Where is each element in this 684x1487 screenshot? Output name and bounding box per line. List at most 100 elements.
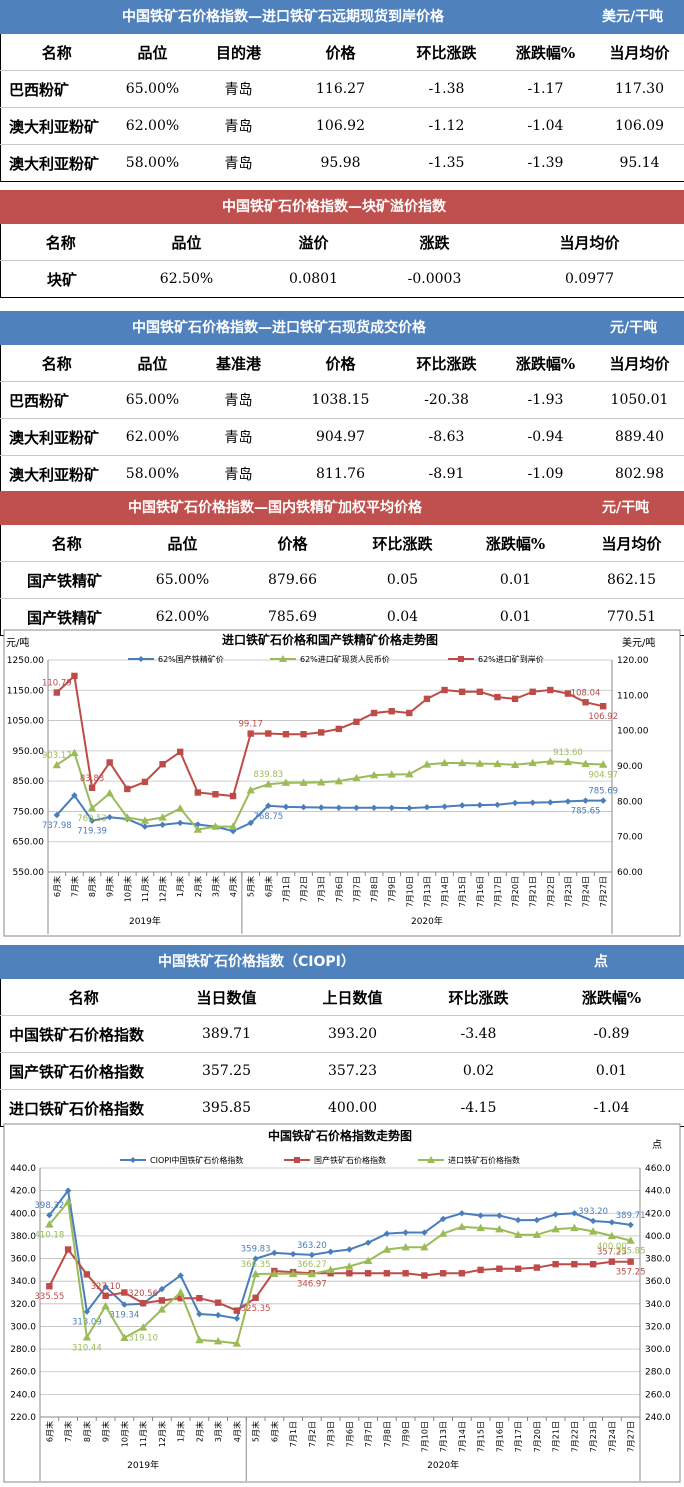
data-point bbox=[281, 778, 291, 786]
data-point bbox=[106, 759, 113, 766]
y-tick-left: 420.0 bbox=[10, 1187, 36, 1197]
data-point bbox=[529, 688, 536, 695]
data-point bbox=[138, 1323, 148, 1331]
header-cell: 环比涨跌 bbox=[396, 345, 497, 382]
data-point bbox=[405, 769, 414, 778]
y-tick-left: 1150.00 bbox=[7, 686, 44, 696]
cell: -1.17 bbox=[496, 70, 595, 108]
cell: 青岛 bbox=[192, 381, 285, 419]
header-cell: 名称 bbox=[0, 34, 113, 71]
y-tick-right: 260.0 bbox=[645, 1390, 671, 1400]
x-tick-label: 6月末 bbox=[44, 1421, 54, 1442]
table-header-row: 名称 品位 基准港 价格 环比涨跌 涨跌幅% 当月均价 bbox=[0, 345, 684, 382]
y-tick-right: 460.0 bbox=[645, 1164, 671, 1174]
data-label: 768.75 bbox=[253, 812, 283, 822]
data-point bbox=[475, 759, 485, 767]
data-label: 310.44 bbox=[72, 1343, 102, 1353]
cell: 0.02 bbox=[418, 1052, 539, 1090]
data-point bbox=[346, 1246, 353, 1253]
data-point bbox=[547, 686, 554, 694]
data-point bbox=[139, 1299, 147, 1307]
x-tick-label: 7月16日 bbox=[476, 876, 485, 907]
x-tick-label: 7月21日 bbox=[529, 876, 538, 907]
data-point bbox=[513, 1230, 523, 1238]
x-tick-label: 7月24日 bbox=[608, 1421, 617, 1452]
cell: 65.00% bbox=[112, 381, 193, 419]
cell: 0.0977 bbox=[494, 260, 684, 298]
y-tick-left: 400.0 bbox=[10, 1209, 36, 1219]
header-cell: 当月均价 bbox=[494, 224, 684, 261]
data-label: 410.18 bbox=[35, 1230, 65, 1240]
x-tick-label: 12月末 bbox=[157, 1421, 167, 1447]
table-row: 巴西粉矿 65.00% 青岛 1038.15 -20.38 -1.93 1050… bbox=[0, 381, 684, 419]
data-point bbox=[317, 729, 325, 736]
x-tick-label: 4月末 bbox=[232, 1421, 242, 1442]
y-tick-left: 260.0 bbox=[10, 1368, 36, 1378]
x-tick-label: 7月9日 bbox=[402, 1421, 411, 1447]
data-point bbox=[232, 1339, 242, 1347]
y-tick-right: 100.00 bbox=[617, 727, 649, 737]
cell: 357.23 bbox=[286, 1052, 419, 1090]
data-point bbox=[45, 1220, 54, 1228]
data-label: 108.04 bbox=[571, 688, 601, 698]
table-header-row: 名称 当日数值 上日数值 环比涨跌 涨跌幅% bbox=[0, 979, 684, 1016]
lump-premium-header: 中国铁矿石价格指数—块矿溢价指数 bbox=[0, 190, 684, 224]
x-tick-label: 5月末 bbox=[246, 876, 256, 897]
data-point bbox=[438, 1229, 448, 1237]
cell: -1.04 bbox=[496, 107, 595, 145]
y-tick-left: 650.00 bbox=[13, 838, 45, 848]
y-tick-right: 90.00 bbox=[617, 762, 643, 772]
data-point bbox=[369, 770, 379, 779]
data-label: 335.55 bbox=[35, 1292, 65, 1302]
data-point bbox=[264, 780, 273, 788]
data-point bbox=[87, 804, 97, 812]
row-name: 块矿 bbox=[0, 260, 121, 298]
data-point bbox=[457, 758, 467, 767]
header-cell: 品位 bbox=[120, 224, 253, 261]
data-point bbox=[63, 1197, 73, 1206]
data-point bbox=[105, 789, 114, 797]
data-point bbox=[102, 1292, 109, 1299]
data-point bbox=[439, 1270, 447, 1277]
data-point bbox=[627, 1258, 634, 1265]
forward-price-table: 中国铁矿石价格指数—进口铁矿石远期现货到岸价格 美元/干吨 名称 品位 目的港 … bbox=[0, 0, 684, 182]
data-label: 785.65 bbox=[571, 807, 601, 817]
spot-price-title: 中国铁矿石价格指数—进口铁矿石现货成交价格 bbox=[132, 320, 426, 336]
table-header-row: 名称 品位 目的港 价格 环比涨跌 涨跌幅% 当月均价 bbox=[0, 34, 684, 71]
header-cell: 环比涨跌 bbox=[418, 979, 539, 1016]
data-point bbox=[289, 1250, 297, 1258]
data-point bbox=[46, 1211, 53, 1219]
y-tick-right: 280.0 bbox=[645, 1368, 671, 1378]
data-label: 366.35 bbox=[241, 1260, 271, 1270]
data-point bbox=[196, 1294, 203, 1302]
data-point bbox=[388, 708, 395, 715]
data-point bbox=[421, 1272, 428, 1279]
spot-price-table: 中国铁矿石价格指数—进口铁矿石现货成交价格 元/干吨 名称 品位 基准港 价格 … bbox=[0, 311, 684, 493]
x-tick-label: 7月3日 bbox=[327, 1421, 336, 1447]
y-tick-right: 60.00 bbox=[617, 868, 643, 878]
data-point bbox=[383, 1270, 391, 1277]
data-point bbox=[64, 1187, 72, 1194]
x-tick-label: 6月末 bbox=[263, 876, 273, 897]
data-point bbox=[213, 1336, 223, 1345]
table-header-row: 名称 品位 价格 环比涨跌 涨跌幅% 当月均价 bbox=[0, 525, 684, 562]
x-tick-label: 10月末 bbox=[122, 876, 132, 902]
x-tick-label: 7月6日 bbox=[345, 1421, 354, 1447]
x-tick-label: 7月22日 bbox=[546, 876, 555, 907]
x-tick-label: 3月末 bbox=[210, 876, 220, 897]
cell: 106.92 bbox=[284, 107, 397, 145]
cell: 117.30 bbox=[594, 70, 684, 108]
y-tick-right: 380.0 bbox=[645, 1255, 671, 1265]
data-point bbox=[546, 757, 555, 765]
data-point bbox=[353, 718, 360, 726]
cell: 904.97 bbox=[284, 418, 397, 456]
data-point bbox=[120, 1333, 129, 1341]
row-name: 澳大利亚粉矿 bbox=[0, 418, 113, 456]
data-point bbox=[82, 1333, 92, 1341]
data-label: 319.34 bbox=[110, 1311, 140, 1321]
cell: 青岛 bbox=[192, 70, 285, 108]
data-point bbox=[477, 1266, 484, 1274]
spot-price-header: 中国铁矿石价格指数—进口铁矿石现货成交价格 元/干吨 bbox=[0, 311, 684, 345]
x-tick-label: 6月末 bbox=[269, 1421, 279, 1442]
data-point bbox=[564, 690, 572, 697]
